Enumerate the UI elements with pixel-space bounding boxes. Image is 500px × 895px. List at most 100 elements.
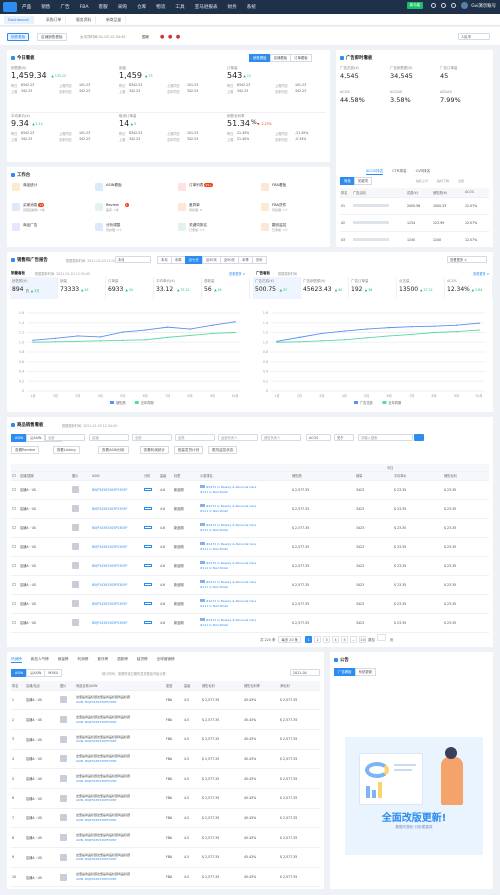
trend-range-4[interactable]: 近90天 [219, 256, 239, 264]
goto-input[interactable] [377, 634, 387, 641]
settings-icon[interactable] [451, 3, 457, 8]
trend-kpi[interactable]: 销量 73333 ▲ 45 [58, 277, 106, 299]
tool-6[interactable]: 差异单 待处理: 0 [178, 201, 242, 214]
products-action-2[interactable]: 查看ASIN分析 [97, 446, 129, 454]
row-checkbox[interactable] [12, 544, 16, 549]
asin-link[interactable]: B0JP34305305P5305P [91, 613, 143, 633]
tool-5[interactable]: Review 差评: 1条 5 [95, 201, 159, 214]
row-checkbox[interactable] [12, 563, 16, 568]
products-action-0[interactable]: 查看Review [11, 446, 40, 454]
product-asin[interactable]: ASIN: B0JP3430530P5305P [76, 817, 117, 822]
ads-rank-tab-2[interactable]: CVR排名 [415, 169, 431, 173]
trend-range-2[interactable]: 近七天 [184, 256, 203, 264]
trend-range-0[interactable]: 本月 [157, 256, 172, 264]
products-filter-7[interactable]: 关于 [334, 434, 354, 441]
products-action-1[interactable]: 查看Listing [52, 446, 80, 454]
ads-sub-tab-1[interactable]: 关键词 [353, 177, 372, 185]
trend-range-3[interactable]: 近30天 [201, 256, 221, 264]
ranking-tab-3[interactable]: 利润榜 [77, 657, 89, 661]
tool-2[interactable]: 订单列表 99+ [178, 181, 242, 194]
ads-chip-0[interactable]: 指标上升 [416, 179, 429, 183]
today-switch-0[interactable]: 销售看板 [249, 54, 271, 62]
nav-item-3[interactable]: FBA [79, 4, 89, 10]
row-checkbox[interactable] [12, 506, 16, 511]
table-row[interactable]: 9 店铺A · US 这里是商品标题这里是商品标题商品标题 ASIN: B0JP343… [11, 847, 320, 868]
table-row[interactable]: 店铺A · US B0JP34305305P5305P 4.6 新品期 #4472 in… [11, 575, 489, 595]
table-row[interactable]: 店铺A · US B0JP34305305P5305P 4.6 新品期 #4472 in… [11, 613, 489, 633]
products-action-3[interactable]: 查看利润统计 [139, 446, 170, 454]
page-tab-1[interactable]: 采购订单 [42, 16, 67, 24]
asin-link[interactable]: B0JP34305305P5305P [91, 537, 143, 557]
table-row[interactable]: 4 店铺A · US 这里是商品标题这里是商品标题商品标题 ASIN: B0JP343… [11, 749, 320, 770]
today-switch-2[interactable]: 订单看板 [290, 54, 312, 62]
table-row[interactable]: 01 2000.56 1000.33 12.07% [340, 197, 489, 215]
asin-link[interactable]: B0JP34305305P5305P [91, 518, 143, 538]
asin-link[interactable]: B0JP34305305P5305P [91, 556, 143, 576]
analysis-icon[interactable] [144, 506, 152, 510]
range-select[interactable]: 本月 [115, 256, 151, 263]
trend-range-6[interactable]: 去年 [251, 256, 267, 264]
table-row[interactable]: 2 店铺A · US 这里是商品标题这里是商品标题商品标题 ASIN: B0JP343… [11, 709, 320, 730]
table-row[interactable]: 店铺A · US B0JP34305305P5305P 4.6 新品期 #4472 in… [11, 556, 489, 576]
trend-range-5[interactable]: 本季 [237, 256, 253, 264]
row-checkbox[interactable] [12, 487, 16, 492]
ranking-tab-0[interactable]: 热销榜 [11, 657, 22, 663]
table-row[interactable]: 6 店铺A · US 这里是商品标题这里是商品标题商品标题 ASIN: B0JP343… [11, 788, 320, 809]
products-filter-3[interactable]: 品类 [175, 434, 215, 441]
product-asin[interactable]: ASIN: B0JP3430530P5305P [76, 739, 117, 744]
nav-item-5[interactable]: 采购 [117, 5, 127, 10]
tool-0[interactable]: 商品统计 [12, 181, 76, 194]
legend-label[interactable]: 去年同期 [141, 400, 154, 405]
analysis-icon[interactable] [144, 582, 152, 586]
pager-size[interactable]: 每页 20 条 [278, 636, 302, 643]
trend-kpi[interactable]: 广告花费(¥) 500.75 ▲ 37 [253, 277, 301, 299]
help-icon[interactable] [441, 3, 447, 8]
legend-label[interactable]: 广告花费 [360, 400, 373, 405]
nav-item-0[interactable]: 产品 [22, 5, 32, 10]
today-switch-1[interactable]: 店铺看板 [269, 54, 292, 62]
nav-item-7[interactable]: 物流 [156, 5, 166, 10]
products-filter-0[interactable]: 全部 [45, 434, 85, 441]
page-3[interactable]: 3 [323, 636, 331, 643]
tool-11[interactable]: 翻页监控 已添加: 1个 [261, 221, 325, 234]
trend-kpi[interactable]: 平均单价(¥) 33.12 ▲ 37.12 [154, 277, 202, 299]
products-filter-2[interactable]: 全部 [132, 434, 172, 441]
product-asin[interactable]: ASIN: B0JP3430530P5305P [76, 837, 117, 842]
ads-sub-tab-0[interactable]: 商品 [340, 177, 355, 185]
nav-item-6[interactable]: 仓库 [136, 5, 147, 10]
app-logo[interactable] [3, 2, 17, 12]
asin-link[interactable]: B0JP34305305P5305P [91, 480, 143, 500]
nav-item-8[interactable]: 工具 [175, 5, 185, 10]
page-tab-3[interactable]: 新商品量 [102, 16, 127, 24]
tool-10[interactable]: 关键词排名 已添加: 1个 [178, 221, 242, 234]
trend-range-1[interactable]: 本周 [170, 256, 186, 264]
table-row[interactable]: 店铺A · US B0JP34305305P5305P 4.6 新品期 #4472 in… [11, 594, 489, 614]
trend-kpi[interactable]: 订单量 6933 ▲ 34 [106, 277, 154, 299]
tool-7[interactable]: FBA货件 待处理: 1个 [261, 201, 325, 214]
avatar[interactable] [461, 2, 469, 9]
ranking-tab-1[interactable]: 新品人气榜 [30, 657, 49, 661]
ads-chip-1[interactable]: 指标下降 [437, 179, 450, 183]
asin-link[interactable]: B0JP34305305P5305P [91, 594, 143, 614]
ranking-seg-1[interactable]: 父ASIN [26, 669, 46, 677]
country-select[interactable]: 国家 [142, 35, 149, 39]
ads-chip-2[interactable]: 全部 [458, 179, 465, 183]
table-row[interactable]: 7 店铺A · US 这里是商品标题这里是商品标题商品标题 ASIN: B0JP343… [11, 808, 320, 829]
table-row[interactable]: 1 店铺A · US 这里是商品标题这里是商品标题商品标题 ASIN: B0JP343… [11, 690, 320, 711]
row-checkbox[interactable] [12, 601, 16, 606]
page-10[interactable]: 10 [359, 636, 367, 643]
row-checkbox[interactable] [12, 620, 16, 625]
table-row[interactable]: 店铺A · US B0JP34305305P5305P 4.6 新品期 #4472 in… [11, 518, 489, 538]
analysis-icon[interactable] [144, 487, 152, 491]
products-filter-1[interactable]: 店铺 [89, 434, 129, 441]
ranking-tab-5[interactable]: 退款榜 [117, 657, 128, 661]
product-asin[interactable]: ASIN: B0JP3430530P5305P [76, 719, 117, 724]
ads-more-link[interactable]: 查看更多 > [473, 272, 490, 276]
page-2[interactable]: 2 [314, 636, 322, 643]
ranking-tab-4[interactable]: 差评榜 [97, 657, 109, 661]
products-filter-8[interactable]: 请输入搜索 [358, 434, 413, 441]
ads-rank-tab-0[interactable]: ACOS排名 [366, 169, 384, 175]
nav-item-2[interactable]: 广告 [60, 5, 70, 10]
tool-9[interactable]: 分析调整 待办理: 1个 [95, 221, 159, 234]
trend-kpi[interactable]: 退款量 56 ▲ 45 [202, 277, 250, 299]
